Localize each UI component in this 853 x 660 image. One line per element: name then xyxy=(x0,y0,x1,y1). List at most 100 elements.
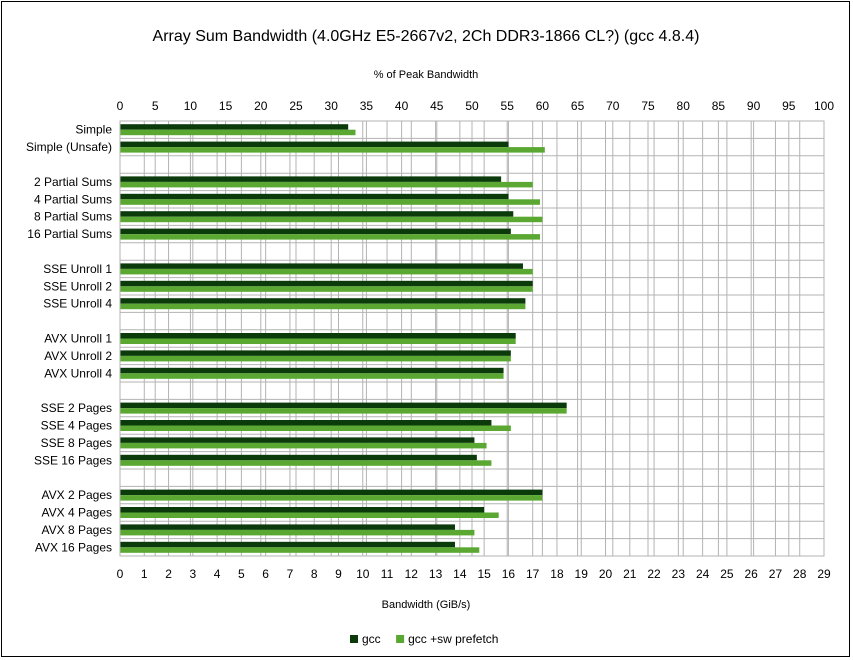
category-label: Simple xyxy=(75,123,112,137)
category-label: AVX 2 Pages xyxy=(42,488,113,502)
bar xyxy=(120,524,456,530)
x-tick-label: 11 xyxy=(381,567,394,581)
bar xyxy=(120,442,487,449)
bar xyxy=(120,408,567,414)
bar xyxy=(120,338,516,344)
bar xyxy=(120,547,480,553)
bars xyxy=(120,124,567,553)
bar xyxy=(120,268,533,275)
bar xyxy=(120,129,356,136)
x-tick-label: 13 xyxy=(429,567,443,581)
x2-tick-label: 70 xyxy=(606,99,620,113)
bar xyxy=(120,355,511,362)
bar xyxy=(120,286,533,292)
x-tick-label: 24 xyxy=(696,567,710,581)
x-tick-label: 0 xyxy=(117,567,124,581)
bar xyxy=(120,489,543,496)
category-label: SSE Unroll 4 xyxy=(43,297,112,311)
x-tick-label: 5 xyxy=(238,567,245,581)
category-labels: Simple Simple (Unsafe) 2 Partial Sums 4 Par… xyxy=(26,123,112,555)
bar xyxy=(120,454,477,461)
bar xyxy=(120,193,509,200)
bar xyxy=(120,460,492,466)
category-label: SSE 4 Pages xyxy=(41,419,112,433)
x2-tick-label: 0 xyxy=(117,99,124,113)
x-tick-label: 23 xyxy=(672,567,686,581)
top-axis-ticks: 0 5 10 15 20 25 30 35 40 45 50 55 60 65 70 75 80 85 90 95 10… xyxy=(117,99,835,113)
x-tick-label: 20 xyxy=(599,567,613,581)
x-tick-label: 1 xyxy=(141,567,148,581)
legend-label: gcc +sw prefetch xyxy=(408,632,498,646)
bar xyxy=(120,211,514,217)
category-label: 2 Partial Sums xyxy=(34,175,112,189)
bar xyxy=(120,425,511,431)
legend-swatch xyxy=(350,635,358,643)
category-label: AVX 16 Pages xyxy=(35,540,112,554)
category-label: AVX Unroll 4 xyxy=(44,366,112,380)
x2-tick-label: 65 xyxy=(571,99,585,113)
x-tick-label: 8 xyxy=(311,567,318,581)
x2-tick-label: 15 xyxy=(219,99,233,113)
top-axis-title: % of Peak Bandwidth xyxy=(374,69,479,81)
bar xyxy=(120,298,526,304)
x-tick-label: 9 xyxy=(335,567,342,581)
category-label: 4 Partial Sums xyxy=(34,192,112,206)
x2-tick-label: 80 xyxy=(677,99,691,113)
x2-tick-label: 25 xyxy=(289,99,303,113)
category-label: SSE 2 Pages xyxy=(41,401,112,415)
x-tick-label: 19 xyxy=(575,567,589,581)
legend-swatch xyxy=(396,635,405,643)
x-tick-label: 26 xyxy=(744,567,758,581)
bar xyxy=(120,333,516,339)
x-tick-label: 22 xyxy=(647,567,661,581)
bottom-axis-ticks: 0 1 2 3 4 5 6 7 8 9 10 11 12 13 14 15 16 17 18 19 20 21 22 23 24… xyxy=(117,567,831,581)
x-tick-label: 7 xyxy=(287,567,294,581)
bar xyxy=(120,507,485,513)
x2-tick-label: 55 xyxy=(501,99,515,113)
bar xyxy=(120,124,349,130)
plot-area xyxy=(119,120,825,557)
bar xyxy=(120,147,545,153)
bar xyxy=(120,495,543,501)
bar xyxy=(120,350,511,356)
category-label: SSE 16 Pages xyxy=(34,453,112,467)
category-label: 16 Partial Sums xyxy=(27,227,112,241)
x2-tick-label: 100 xyxy=(814,99,834,113)
x-tick-label: 25 xyxy=(720,567,734,581)
bar xyxy=(120,529,475,536)
x-tick-label: 10 xyxy=(356,567,370,581)
x-tick-label: 12 xyxy=(405,567,419,581)
bar xyxy=(120,420,492,426)
x-tick-label: 15 xyxy=(477,567,491,581)
bottom-axis-title: Bandwidth (GiB/s) xyxy=(382,599,471,611)
x2-tick-label: 30 xyxy=(325,99,339,113)
x-tick-label: 14 xyxy=(453,567,467,581)
x-tick-label: 16 xyxy=(502,567,516,581)
x2-tick-label: 95 xyxy=(782,99,796,113)
x2-tick-label: 10 xyxy=(184,99,198,113)
bar xyxy=(120,141,509,148)
bar xyxy=(120,303,526,310)
x2-tick-label: 85 xyxy=(712,99,726,113)
bar xyxy=(120,176,502,182)
x-tick-label: 17 xyxy=(526,567,540,581)
x2-tick-label: 40 xyxy=(395,99,409,113)
x-tick-label: 4 xyxy=(214,567,221,581)
bar xyxy=(120,199,540,205)
bar xyxy=(120,280,533,287)
x2-tick-label: 45 xyxy=(430,99,444,113)
x-tick-label: 29 xyxy=(817,567,831,581)
bar xyxy=(120,263,523,269)
category-label: AVX Unroll 1 xyxy=(44,332,112,346)
legend-label: gcc xyxy=(362,632,381,646)
category-label: AVX Unroll 2 xyxy=(44,349,112,363)
x2-tick-label: 50 xyxy=(465,99,479,113)
category-label: Simple (Unsafe) xyxy=(26,140,112,154)
x-tick-label: 6 xyxy=(262,567,269,581)
category-label: SSE 8 Pages xyxy=(41,436,112,450)
bar xyxy=(120,437,475,443)
x-tick-label: 3 xyxy=(189,567,196,581)
bar xyxy=(120,541,456,548)
chart-title: Array Sum Bandwidth (4.0GHz E5-2667v2, 2… xyxy=(153,28,700,45)
